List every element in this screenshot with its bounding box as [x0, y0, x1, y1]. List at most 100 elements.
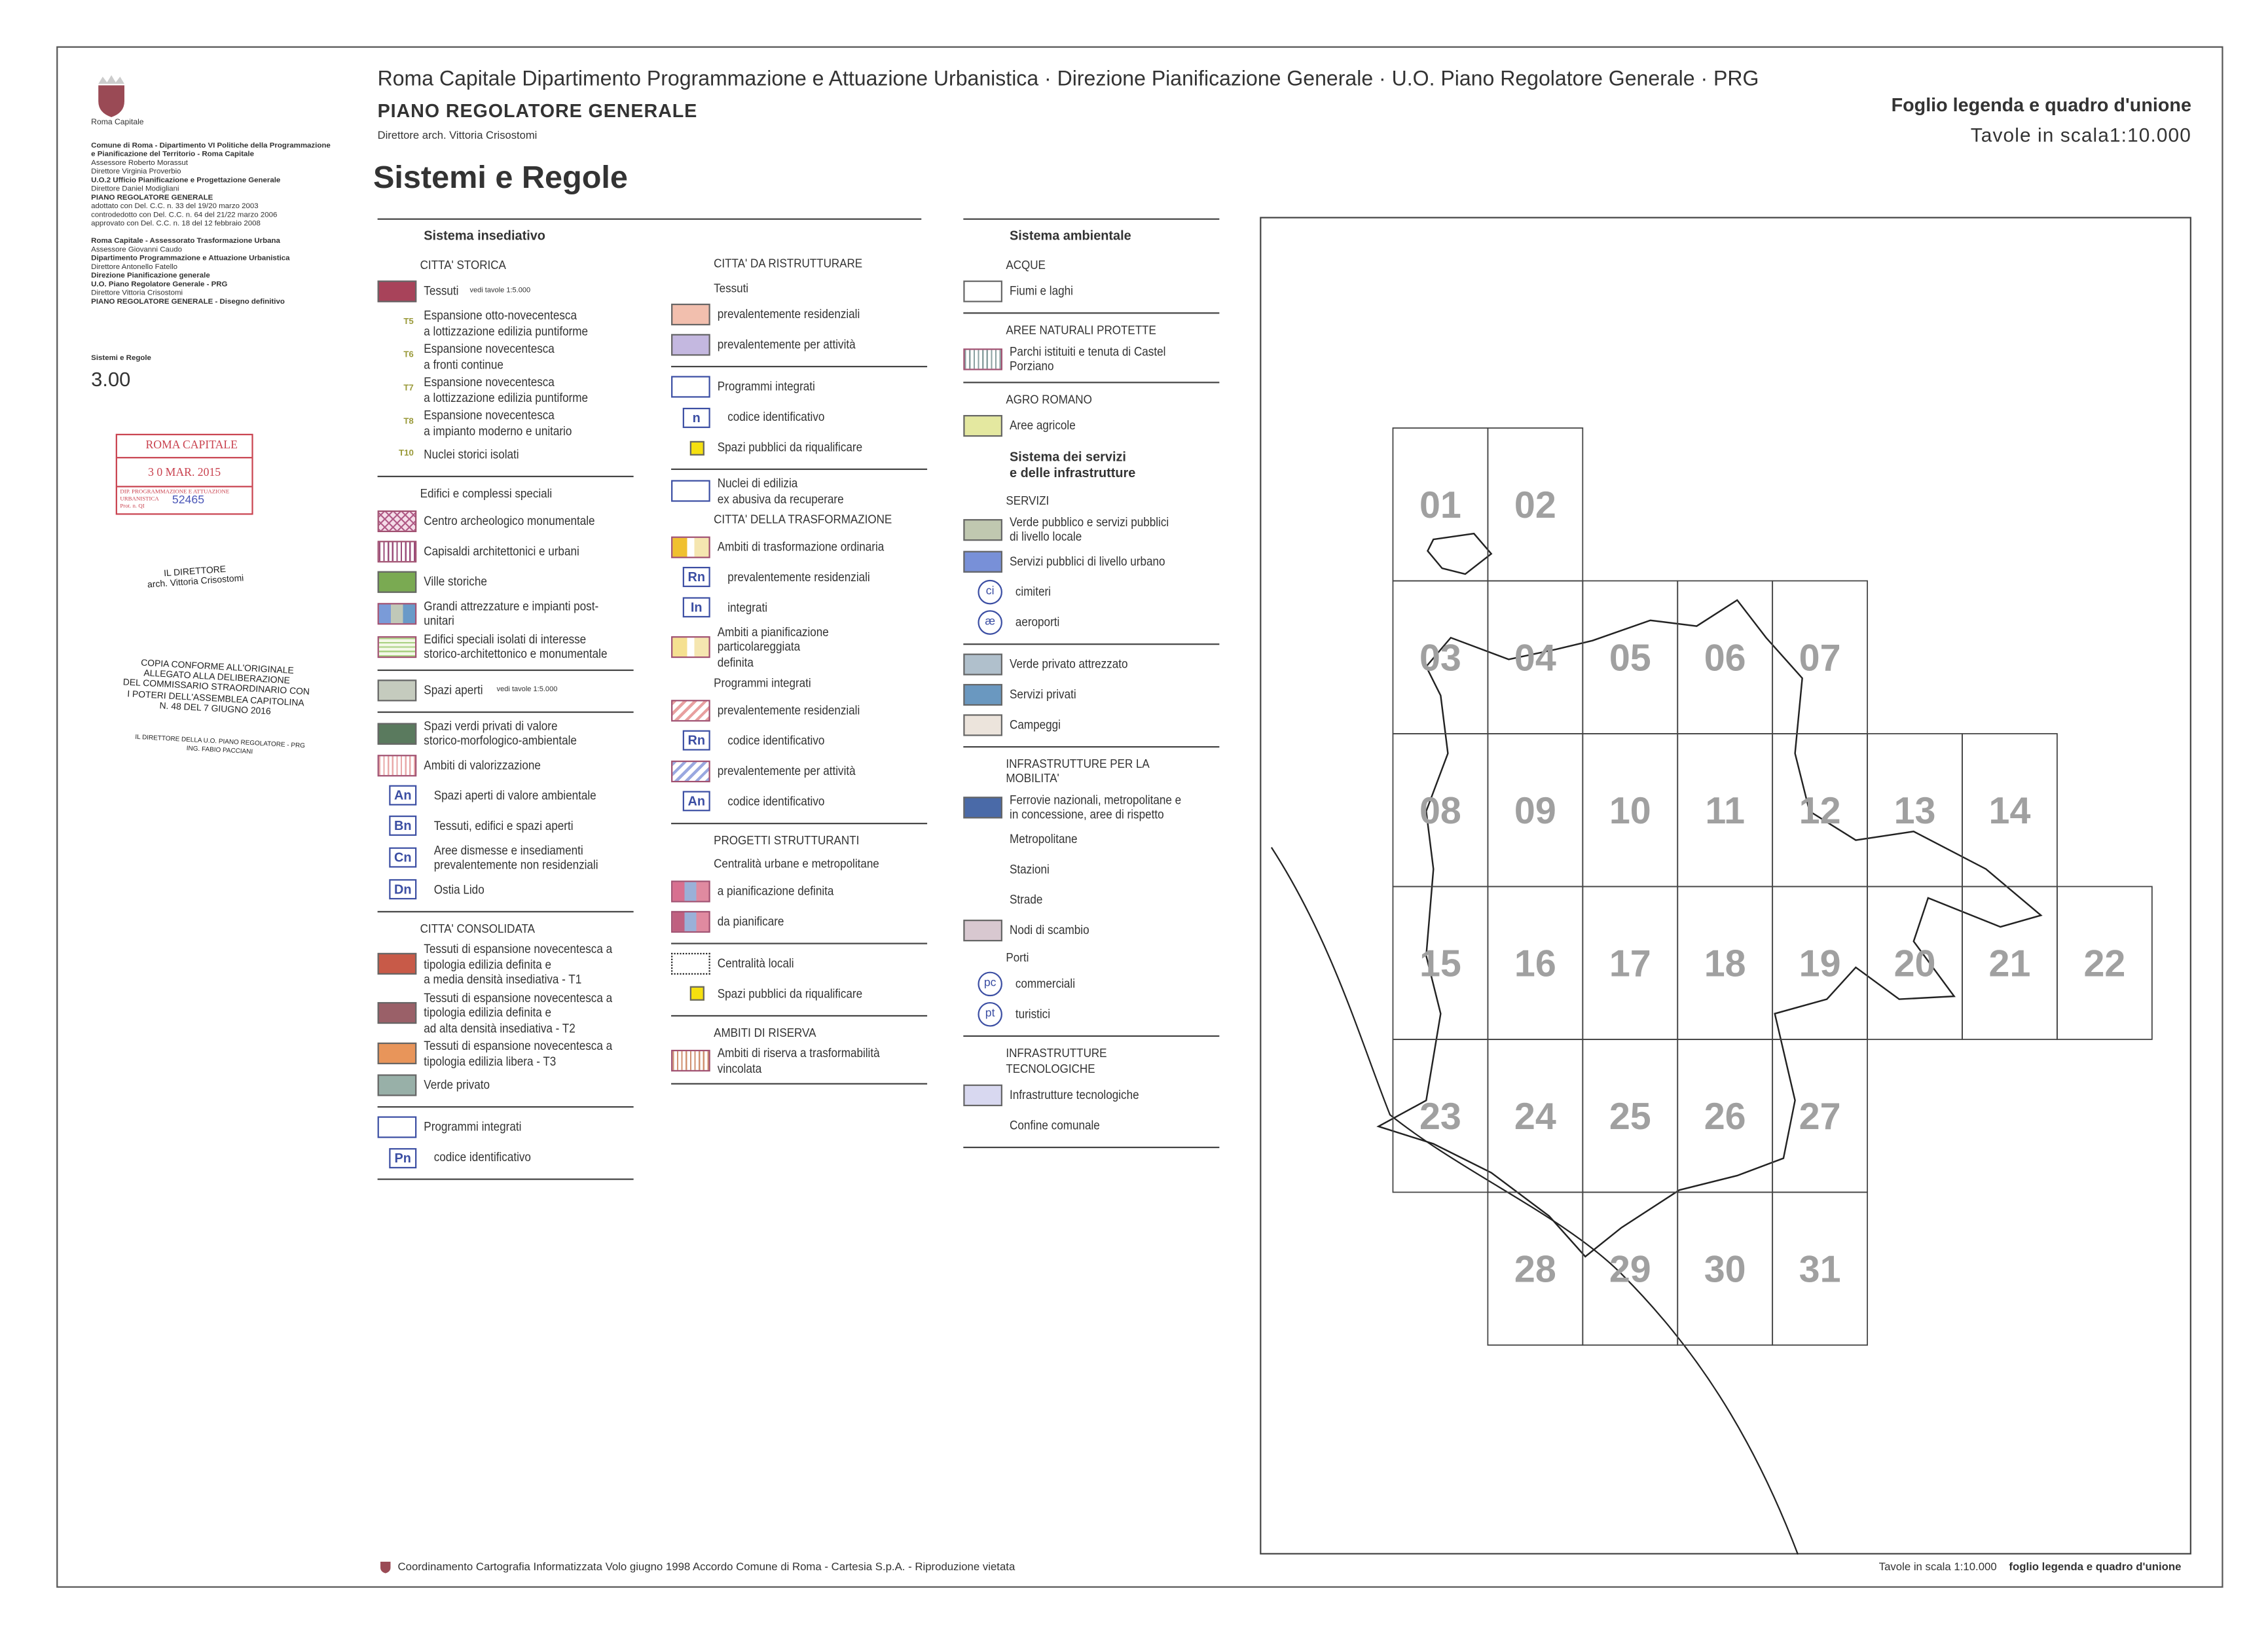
legend-item: Cn Aree dismesse e insediamenti prevalent…: [378, 841, 634, 874]
map-tile-24[interactable]: 24: [1487, 1039, 1584, 1193]
subsection-heading: Centralità urbane e metropolitane: [714, 855, 879, 871]
legend-label: cimiteri: [1015, 583, 1051, 599]
divider: [671, 1083, 928, 1085]
tile-number: 11: [1705, 790, 1745, 832]
index-map-svg: 01 02 03 04 05 06 07 08 09 10 11 12 13 14 15 16 17 18 19 20…: [1270, 427, 2153, 1555]
legend-label: Spazi pubblici da riqualificare: [717, 440, 863, 455]
tile-number: 21: [1989, 943, 2031, 984]
legend-label: Tessuti di espansione novecentesca a tip…: [424, 1038, 613, 1068]
legend-label: prevalentemente residenziali: [717, 306, 860, 321]
divider: [963, 1146, 1220, 1149]
color-swatch: [377, 280, 417, 302]
color-swatch: [377, 1001, 417, 1024]
map-tile-17[interactable]: 17: [1582, 886, 1679, 1040]
map-tile-05[interactable]: 05: [1582, 580, 1679, 734]
map-tile-20[interactable]: 20: [1867, 886, 1963, 1040]
legend-label: prevalentemente per attività: [717, 337, 856, 352]
service-symbol-icon: pt: [978, 1001, 1002, 1027]
divider: [671, 1014, 928, 1016]
credit-line: PIANO REGOLATORE GENERALE - Disegno defi…: [91, 298, 285, 307]
divider: [671, 942, 928, 944]
map-tile-30[interactable]: 30: [1677, 1191, 1774, 1346]
code-badge: Rn: [682, 567, 710, 587]
legend-item: Servizi privati: [963, 679, 1219, 709]
tile-number: 24: [1514, 1096, 1556, 1138]
roma-capitale-logo: [98, 75, 124, 117]
color-swatch: [377, 722, 417, 744]
tile-number: 25: [1609, 1096, 1651, 1138]
subsection-heading: AMBITI DI RISERVA: [714, 1024, 816, 1039]
map-tile-03[interactable]: 03: [1392, 580, 1489, 734]
credit-line: Direttore Antonello Fatello: [91, 263, 178, 272]
map-tile-19[interactable]: 19: [1772, 886, 1868, 1040]
map-tile-01[interactable]: 01: [1392, 427, 1489, 582]
legend-label: Ambiti di trasformazione ordinaria: [717, 539, 885, 554]
service-symbol-icon: ci: [978, 579, 1002, 604]
copy-stamp: COPIA CONFORME ALL'ORIGINALE ALLEGATO ALL…: [117, 657, 315, 719]
legend-item: T6 Espansione novecentesca a fronti conti…: [378, 340, 634, 373]
map-tile-25[interactable]: 25: [1582, 1039, 1679, 1193]
map-tile-12[interactable]: 12: [1772, 733, 1868, 888]
stamp-number: 52465: [172, 493, 205, 507]
legend-item: Metropolitane: [963, 823, 1219, 854]
legend-item: pt turistici: [963, 999, 1219, 1030]
map-tile-22[interactable]: 22: [2057, 886, 2153, 1040]
pattern-swatch: [377, 509, 417, 531]
tile-number: 28: [1514, 1248, 1556, 1290]
map-tile-10[interactable]: 10: [1582, 733, 1679, 888]
color-swatch: [963, 918, 1002, 941]
subsection-heading: INFRASTRUTTURE PER LA MOBILITA': [1006, 755, 1149, 785]
pattern-swatch: [671, 759, 710, 782]
tile-number: 20: [1894, 943, 1936, 984]
legend-label: Espansione novecentesca a impianto moder…: [424, 407, 572, 438]
legend-label: Campeggi: [1010, 717, 1061, 732]
legend-item: Grandi attrezzature e impianti post-unit…: [377, 596, 634, 630]
legend-item: æ aeroporti: [963, 607, 1219, 637]
map-tile-14[interactable]: 14: [1962, 733, 2058, 888]
map-tile-13[interactable]: 13: [1867, 733, 1963, 888]
tissue-code: T5: [403, 318, 414, 327]
pattern-swatch: [671, 1049, 710, 1072]
legend-item: Ville storiche: [377, 566, 634, 596]
map-tile-08[interactable]: 08: [1392, 733, 1489, 888]
legend-item: Strade: [963, 884, 1219, 914]
legend-item: T10 Nuclei storici isolati: [378, 440, 634, 470]
legend-item: Programmi integrati: [377, 1112, 634, 1142]
subsection-heading: INFRASTRUTTURE TECNOLOGICHE: [1006, 1045, 1107, 1075]
legend-item: Nuclei di edilizia ex abusiva da recuper…: [671, 475, 927, 508]
color-swatch: [377, 953, 417, 975]
color-swatch: [377, 570, 417, 592]
tile-number: 06: [1704, 637, 1746, 679]
map-tile-09[interactable]: 09: [1487, 733, 1584, 888]
stamp-office: DIP. PROGRAMMAZIONE E ATTUAZIONE URBANIS…: [120, 487, 230, 502]
pattern-swatch: [963, 348, 1002, 370]
map-tile-29[interactable]: 29: [1582, 1191, 1679, 1346]
legend-item: Dn Ostia Lido: [378, 874, 634, 904]
map-tile-07[interactable]: 07: [1772, 580, 1868, 734]
map-tile-21[interactable]: 21: [1962, 886, 2058, 1040]
footer-credits: Coordinamento Cartografia Informatizzata…: [397, 1560, 1015, 1574]
map-tile-02[interactable]: 02: [1487, 427, 1584, 582]
tile-number: 31: [1799, 1248, 1841, 1290]
small-swatch: [689, 440, 704, 455]
map-tile-18[interactable]: 18: [1677, 886, 1774, 1040]
legend-label: Confine comunale: [1010, 1118, 1100, 1133]
map-tile-26[interactable]: 26: [1677, 1039, 1774, 1193]
legend-item: Infrastrutture tecnologiche: [963, 1080, 1219, 1110]
legend-label: Edifici speciali isolati di interesse st…: [424, 631, 608, 661]
map-tile-16[interactable]: 16: [1487, 886, 1584, 1040]
credit-line: PIANO REGOLATORE GENERALE: [91, 194, 213, 203]
map-tile-23[interactable]: 23: [1392, 1039, 1489, 1193]
color-swatch: [963, 796, 1002, 818]
map-tile-11[interactable]: 11: [1677, 733, 1774, 888]
stamp-title: ROMA CAPITALE: [117, 435, 252, 459]
map-tile-06[interactable]: 06: [1677, 580, 1774, 734]
divider: [963, 745, 1220, 747]
map-tile-31[interactable]: 31: [1772, 1191, 1868, 1346]
pattern-swatch: [377, 602, 417, 624]
color-swatch: [963, 1084, 1002, 1107]
legend-item: Centralità locali: [671, 948, 927, 978]
map-tile-28[interactable]: 28: [1487, 1191, 1584, 1346]
sheet-frame: [56, 46, 2223, 1588]
legend-item: Edifici speciali isolati di interesse st…: [377, 630, 634, 663]
